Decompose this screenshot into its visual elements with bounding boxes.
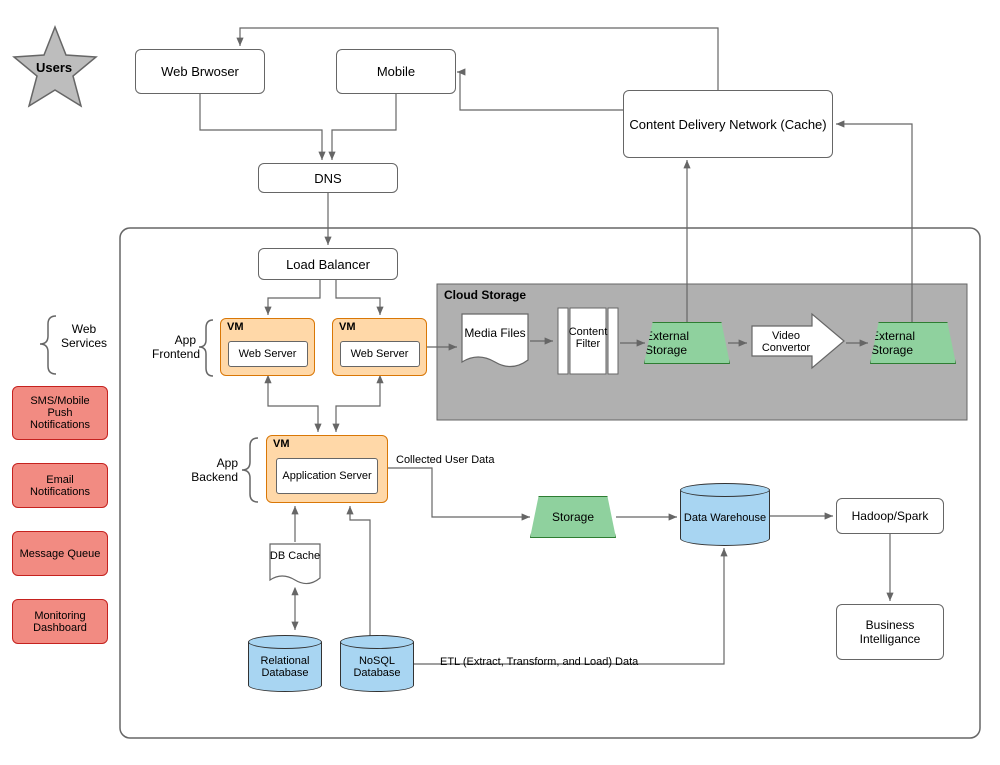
web-browser-box: Web Brwoser: [135, 49, 265, 94]
load-balancer-box: Load Balancer: [258, 248, 398, 280]
sms-text: SMS/Mobile Push Notifications: [17, 395, 103, 431]
web-server-1-text: Web Server: [239, 348, 297, 360]
app-frontend-label: App Frontend: [152, 333, 196, 361]
cdn-text: Content Delivery Network (Cache): [629, 117, 826, 132]
db-cache-shape: DB Cache: [268, 542, 322, 588]
vm3-label: VM: [273, 438, 290, 450]
sms-service: SMS/Mobile Push Notifications: [12, 386, 108, 440]
relational-db-text: Relational Database: [249, 655, 321, 679]
app-server-text: Application Server: [282, 470, 371, 482]
storage-node: Storage: [530, 496, 616, 538]
hadoop-text: Hadoop/Spark: [852, 509, 929, 523]
bi-text: Business Intelligance: [841, 618, 939, 646]
mobile-box: Mobile: [336, 49, 456, 94]
email-text: Email Notifications: [17, 474, 103, 498]
media-files-shape: Media Files: [460, 312, 530, 370]
cdn-box: Content Delivery Network (Cache): [623, 90, 833, 158]
ext-storage-2-text: External Storage: [871, 329, 955, 357]
video-convertor-text: Video Convertor: [756, 330, 816, 354]
db-cache-text: DB Cache: [268, 550, 322, 562]
hadoop-box: Hadoop/Spark: [836, 498, 944, 534]
vm3-box: VM Application Server: [266, 435, 388, 503]
monitor-text: Monitoring Dashboard: [17, 610, 103, 634]
data-warehouse: Data Warehouse: [680, 484, 770, 546]
collected-user-data-label: Collected User Data: [396, 454, 494, 466]
dns-text: DNS: [314, 171, 341, 186]
vm2-label: VM: [339, 321, 356, 333]
storage-text: Storage: [552, 510, 594, 524]
ext-storage-2: External Storage: [870, 322, 956, 364]
bi-box: Business Intelligance: [836, 604, 944, 660]
video-convertor-shape: Video Convertor: [750, 312, 846, 370]
app-server-box: Application Server: [276, 458, 378, 494]
monitor-service: Monitoring Dashboard: [12, 599, 108, 644]
web-server-2-box: Web Server: [340, 341, 420, 367]
content-filter-shape: Content Filter: [556, 306, 620, 376]
data-warehouse-text: Data Warehouse: [684, 512, 766, 524]
vm1-label: VM: [227, 321, 244, 333]
content-filter-text: Content Filter: [568, 326, 608, 350]
relational-db: Relational Database: [248, 636, 322, 692]
cloud-storage-label: Cloud Storage: [444, 288, 526, 302]
load-balancer-text: Load Balancer: [286, 257, 370, 272]
dns-box: DNS: [258, 163, 398, 193]
vm1-box: VM Web Server: [220, 318, 315, 376]
mobile-text: Mobile: [377, 64, 415, 79]
vm2-box: VM Web Server: [332, 318, 427, 376]
nosql-db-text: NoSQL Database: [341, 655, 413, 679]
web-browser-text: Web Brwoser: [161, 64, 239, 79]
ext-storage-1-text: External Storage: [645, 329, 729, 357]
ext-storage-1: External Storage: [644, 322, 730, 364]
mq-text: Message Queue: [20, 548, 101, 560]
mq-service: Message Queue: [12, 531, 108, 576]
web-services-label: Web Services: [56, 322, 112, 350]
web-server-2-text: Web Server: [351, 348, 409, 360]
nosql-db: NoSQL Database: [340, 636, 414, 692]
users-label: Users: [36, 60, 72, 75]
etl-label: ETL (Extract, Transform, and Load) Data: [440, 656, 638, 668]
app-backend-label: App Backend: [182, 456, 238, 484]
email-service: Email Notifications: [12, 463, 108, 508]
media-files-text: Media Files: [460, 326, 530, 340]
web-server-1-box: Web Server: [228, 341, 308, 367]
